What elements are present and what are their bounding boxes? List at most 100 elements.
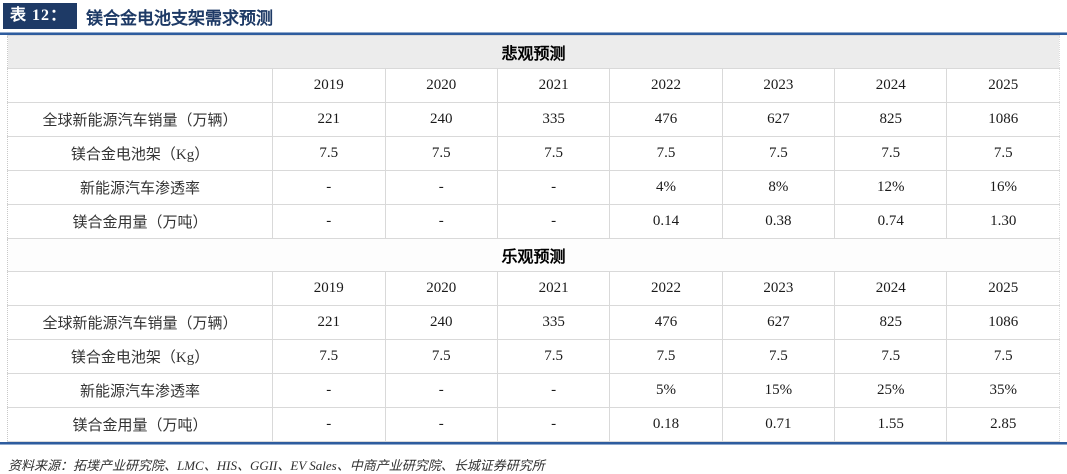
value-cell: 0.71 <box>721 407 836 442</box>
corner-cell <box>6 271 274 306</box>
row-label: 镁合金电池架（Kg） <box>6 339 274 374</box>
value-cell: 221 <box>272 102 386 137</box>
value-cell: 7.5 <box>946 339 1060 374</box>
value-cell: - <box>384 170 498 205</box>
data-row: 镁合金用量（万吨） - - - 0.18 0.71 1.55 2.85 <box>6 407 1060 442</box>
row-label: 镁合金用量（万吨） <box>6 407 274 442</box>
value-cell: 0.74 <box>834 204 948 239</box>
value-cell: - <box>496 373 611 408</box>
table-title: 表 12： 镁合金电池支架需求预测 <box>0 0 1067 32</box>
value-cell: 476 <box>609 305 723 340</box>
row-label: 镁合金电池架（Kg） <box>6 136 274 171</box>
source-note: 资料来源：拓墣产业研究院、LMC、HIS、GGII、EV Sales、中商产业研… <box>8 458 545 473</box>
value-cell: 8% <box>721 170 836 205</box>
year-cell: 2022 <box>609 68 723 103</box>
value-cell: 240 <box>384 102 498 137</box>
row-label: 镁合金用量（万吨） <box>6 204 274 239</box>
value-cell: 4% <box>609 170 723 205</box>
year-cell: 2020 <box>384 271 498 306</box>
value-cell: 25% <box>834 373 948 408</box>
value-cell: - <box>272 407 386 442</box>
value-cell: 2.85 <box>946 407 1060 442</box>
value-cell: 221 <box>272 305 386 340</box>
data-row: 镁合金用量（万吨） - - - 0.14 0.38 0.74 1.30 <box>6 204 1060 239</box>
value-cell: 5% <box>609 373 723 408</box>
value-cell: - <box>384 373 498 408</box>
value-cell: - <box>496 204 611 239</box>
year-cell: 2025 <box>946 271 1060 306</box>
value-cell: 7.5 <box>834 136 948 171</box>
value-cell: 335 <box>496 305 611 340</box>
data-row: 全球新能源汽车销量（万辆） 221 240 335 476 627 825 10… <box>6 102 1060 137</box>
value-cell: 476 <box>609 102 723 137</box>
value-cell: 0.14 <box>609 204 723 239</box>
value-cell: - <box>496 407 611 442</box>
row-label: 全球新能源汽车销量（万辆） <box>6 305 274 340</box>
value-cell: 335 <box>496 102 611 137</box>
year-cell: 2021 <box>496 68 611 103</box>
data-row: 新能源汽车渗透率 - - - 4% 8% 12% 16% <box>6 170 1060 205</box>
value-cell: 15% <box>721 373 836 408</box>
value-cell: 7.5 <box>272 339 386 374</box>
section-header-optimistic: 乐观预测 <box>7 238 1060 272</box>
value-cell: 0.38 <box>721 204 836 239</box>
year-cell: 2023 <box>721 271 836 306</box>
value-cell: 1086 <box>946 102 1060 137</box>
year-cell: 2022 <box>609 271 723 306</box>
year-cell: 2021 <box>496 271 611 306</box>
value-cell: - <box>496 170 611 205</box>
value-cell: - <box>384 204 498 239</box>
value-cell: 7.5 <box>496 339 611 374</box>
value-cell: 7.5 <box>609 136 723 171</box>
value-cell: 16% <box>946 170 1060 205</box>
value-cell: 7.5 <box>496 136 611 171</box>
value-cell: 7.5 <box>384 339 498 374</box>
value-cell: 0.18 <box>609 407 723 442</box>
row-label: 新能源汽车渗透率 <box>6 373 274 408</box>
table-title-text: 镁合金电池支架需求预测 <box>86 8 274 28</box>
value-cell: - <box>272 373 386 408</box>
forecast-table: 悲观预测 2019 2020 2021 2022 2023 2024 2025 … <box>6 35 1060 442</box>
year-cell: 2019 <box>272 68 386 103</box>
data-row: 全球新能源汽车销量（万辆） 221 240 335 476 627 825 10… <box>6 305 1060 340</box>
value-cell: 627 <box>721 102 836 137</box>
value-cell: 12% <box>834 170 948 205</box>
year-cell: 2020 <box>384 68 498 103</box>
value-cell: 7.5 <box>834 339 948 374</box>
value-cell: 7.5 <box>609 339 723 374</box>
table-bottom-border <box>0 442 1067 445</box>
value-cell: 240 <box>384 305 498 340</box>
table-number-tag: 表 12： <box>3 3 78 29</box>
section-header-row: 乐观预测 <box>7 238 1060 272</box>
value-cell: - <box>272 204 386 239</box>
year-cell: 2025 <box>946 68 1060 103</box>
years-row: 2019 2020 2021 2022 2023 2024 2025 <box>6 271 1060 306</box>
value-cell: 1086 <box>946 305 1060 340</box>
year-cell: 2019 <box>272 271 386 306</box>
data-row: 镁合金电池架（Kg） 7.5 7.5 7.5 7.5 7.5 7.5 7.5 <box>6 339 1060 374</box>
value-cell: 1.55 <box>834 407 948 442</box>
section-header-pessimistic: 悲观预测 <box>7 35 1060 69</box>
value-cell: - <box>384 407 498 442</box>
years-row: 2019 2020 2021 2022 2023 2024 2025 <box>6 68 1060 103</box>
value-cell: 7.5 <box>272 136 386 171</box>
section-header-row: 悲观预测 <box>7 35 1060 69</box>
data-row: 镁合金电池架（Kg） 7.5 7.5 7.5 7.5 7.5 7.5 7.5 <box>6 136 1060 171</box>
year-cell: 2024 <box>834 271 948 306</box>
value-cell: 627 <box>721 305 836 340</box>
value-cell: 35% <box>946 373 1060 408</box>
year-cell: 2023 <box>721 68 836 103</box>
value-cell: - <box>272 170 386 205</box>
row-label: 新能源汽车渗透率 <box>6 170 274 205</box>
corner-cell <box>6 68 274 103</box>
year-cell: 2024 <box>834 68 948 103</box>
value-cell: 1.30 <box>946 204 1060 239</box>
value-cell: 825 <box>834 305 948 340</box>
value-cell: 7.5 <box>721 136 836 171</box>
value-cell: 7.5 <box>721 339 836 374</box>
data-row: 新能源汽车渗透率 - - - 5% 15% 25% 35% <box>6 373 1060 408</box>
value-cell: 7.5 <box>384 136 498 171</box>
value-cell: 825 <box>834 102 948 137</box>
title-divider <box>0 32 1067 35</box>
